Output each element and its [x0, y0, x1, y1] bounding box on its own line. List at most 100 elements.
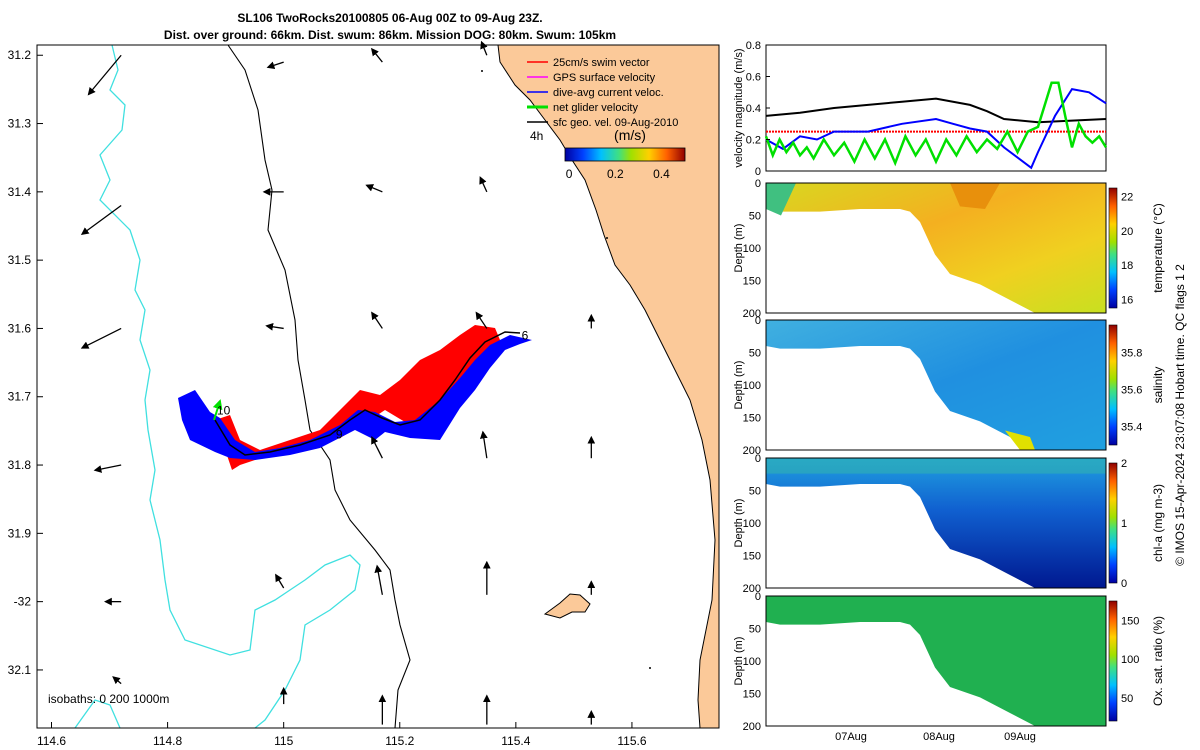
current-vector-arrow — [93, 464, 122, 473]
title-line-2: Dist. over ground: 66km. Dist. swum: 86k… — [164, 28, 616, 42]
colorbar-units: (m/s) — [614, 127, 646, 143]
current-vector-arrow — [365, 184, 383, 193]
section-ylabel: Depth (m) — [733, 637, 745, 686]
section-y-tick-label: 50 — [749, 624, 761, 636]
legend-label: 25cm/s swim vector — [553, 57, 650, 69]
section-y-tick-label: 0 — [755, 591, 761, 603]
current-vector-arrow — [371, 311, 383, 329]
coast-dot — [649, 667, 651, 669]
section-colorbar-label: Ox. sat. ratio (%) — [1151, 616, 1165, 706]
section-colorbar — [1108, 462, 1118, 584]
colorbar-tick-label: 22 — [1121, 192, 1133, 204]
velocity-y-tick-label: 0.8 — [746, 40, 761, 52]
map-x-tick-label: 115.2 — [385, 734, 414, 748]
section-y-tick-label: 150 — [743, 276, 761, 288]
section-colorbar-label: chl-a (mg m-3) — [1151, 484, 1165, 562]
velocity-series — [764, 81, 1108, 170]
isobaths-label: isobaths: 0 200 1000m — [48, 692, 169, 706]
current-vector-arrow — [475, 311, 488, 329]
title-line-1: SL106 TwoRocks20100805 06-Aug 00Z to 09-… — [237, 11, 542, 25]
colorbar-tick-label: 100 — [1121, 654, 1139, 666]
map-x-tick-label: 114.6 — [37, 734, 66, 748]
map-y-tick-label: -32 — [14, 595, 32, 609]
section-y-tick-label: 100 — [743, 518, 761, 530]
section-y-tick-label: 50 — [749, 486, 761, 498]
velocity-y-tick-label: 0.6 — [746, 72, 761, 84]
section-y-tick-label: 200 — [743, 445, 761, 457]
map-y-tick-label: 31.8 — [8, 458, 32, 472]
current-vector-arrow — [374, 564, 383, 595]
current-vector-arrow — [266, 61, 284, 70]
track-label: 10 — [217, 403, 231, 417]
net-glider-velocity-arrow — [212, 399, 223, 421]
map-legend: 25cm/s swim vector GPS surface velocity di… — [527, 57, 686, 181]
glider-track-red — [215, 325, 500, 470]
current-vector-arrow — [87, 54, 122, 96]
colorbar-tick-label: 0 — [1121, 578, 1127, 590]
velocity-y-tick-label: 0 — [755, 166, 761, 178]
section-data-fill — [766, 596, 1106, 726]
section-frame — [765, 457, 1107, 589]
section-high-salinity-patch — [1005, 430, 1035, 450]
track-label: 6 — [522, 328, 529, 342]
colorbar-tick-label: 18 — [1121, 260, 1133, 272]
coast-dot — [481, 70, 483, 72]
section-frame — [765, 182, 1107, 314]
section-y-tick-label: 100 — [743, 380, 761, 392]
section-y-tick-label: 150 — [743, 413, 761, 425]
section-data-fill — [766, 458, 1106, 588]
section-panel: 0 50 100 150 200 Depth (m) 50 100 150 Ox. sat. ra… — [733, 591, 1165, 743]
section-data-fill — [766, 320, 1106, 450]
section-y-tick-label: 50 — [749, 211, 761, 223]
map-y-tick-label: 31.9 — [8, 526, 32, 540]
legend-time-label: 4h — [530, 129, 543, 143]
colorbar-tick-label: 2 — [1121, 458, 1127, 470]
colorbar-tick-label: 0.2 — [607, 167, 624, 181]
section-panel: 0 50 100 150 200 Depth (m) 16 18 20 22 temperature… — [733, 178, 1165, 320]
map-ticks: 114.6 114.8 115 115.2 115.4 115.6 31.2 31.3 31.4… — [8, 48, 647, 748]
velocity-y-tick-label: 0.2 — [746, 135, 761, 147]
isobath-1000m — [99, 44, 361, 729]
velocity-series-line — [764, 81, 1108, 167]
legend-label: net glider velocity — [553, 102, 638, 114]
section-y-tick-label: 0 — [755, 453, 761, 465]
section-y-tick-label: 200 — [743, 308, 761, 320]
island — [543, 593, 591, 619]
section-x-tick-label: 09Aug — [1004, 731, 1036, 743]
section-y-tick-label: 150 — [743, 551, 761, 563]
map-x-tick-label: 115.6 — [617, 734, 646, 748]
glider-track-blue — [178, 335, 532, 460]
map-y-tick-label: 31.6 — [8, 321, 32, 335]
current-vector-arrow — [275, 573, 285, 589]
section-colorbar — [1108, 187, 1118, 309]
section-colorbar — [1108, 600, 1118, 722]
section-y-tick-label: 100 — [743, 243, 761, 255]
colorbar-tick-label: 0 — [566, 167, 573, 181]
current-vectors — [80, 40, 596, 725]
section-colorbar-label: temperature (°C) — [1151, 203, 1165, 293]
colorbar-tick-label: 1 — [1121, 518, 1127, 530]
velocity-y-tick-label: 0.4 — [746, 103, 761, 115]
current-vector-arrow — [80, 327, 122, 349]
colorbar-tick-label: 35.8 — [1121, 348, 1142, 360]
map-y-tick-label: 31.4 — [8, 185, 32, 199]
map-x-tick-label: 115.4 — [501, 734, 530, 748]
section-panel: 0 50 100 150 200 Depth (m) 0 1 2 chl-a (mg m-3) — [733, 453, 1165, 595]
velocity-ylabel: velocity magnitude (m/s) — [733, 48, 745, 167]
map-y-tick-label: 31.2 — [8, 48, 32, 62]
section-surface-chl — [766, 458, 1106, 474]
track-labels: 6 9 10 — [217, 328, 529, 441]
current-vector-arrow — [370, 47, 383, 63]
section-cool-patch — [766, 183, 796, 216]
section-data-fill — [766, 183, 1106, 313]
glider-track-line — [214, 331, 521, 456]
section-x-tick-label: 08Aug — [923, 731, 955, 743]
colorbar-tick-label: 20 — [1121, 226, 1133, 238]
section-x-tick-label: 07Aug — [835, 731, 867, 743]
section-y-tick-label: 0 — [755, 178, 761, 190]
map-y-tick-label: 31.7 — [8, 390, 32, 404]
velocity-series-line — [765, 87, 1107, 170]
isobath-200m — [227, 44, 411, 729]
section-warm-patch — [950, 183, 1000, 209]
